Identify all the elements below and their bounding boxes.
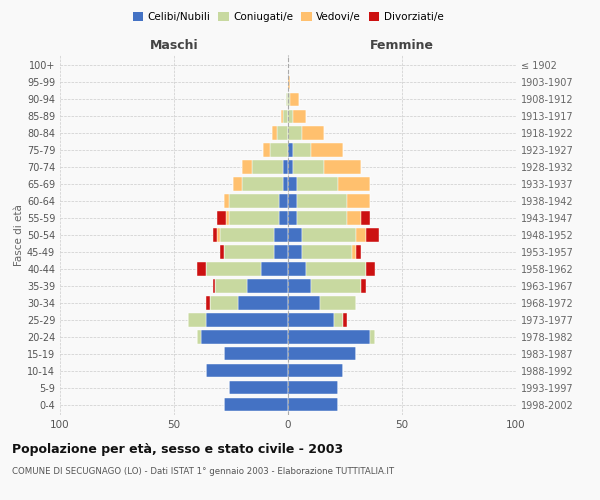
- Legend: Celibi/Nubili, Coniugati/e, Vedovi/e, Divorziati/e: Celibi/Nubili, Coniugati/e, Vedovi/e, Di…: [128, 8, 448, 26]
- Bar: [288, 178, 297, 190]
- Bar: [233, 178, 242, 190]
- Bar: [270, 144, 288, 156]
- Bar: [297, 212, 347, 224]
- Bar: [188, 314, 206, 326]
- Bar: [224, 347, 288, 360]
- Bar: [288, 92, 290, 106]
- Text: Femmine: Femmine: [370, 38, 434, 52]
- Bar: [197, 262, 206, 276]
- Bar: [279, 194, 288, 207]
- Bar: [202, 330, 288, 344]
- Bar: [224, 398, 288, 411]
- Bar: [338, 178, 370, 190]
- Bar: [288, 110, 293, 123]
- Bar: [288, 246, 302, 258]
- Text: Popolazione per età, sesso e stato civile - 2003: Popolazione per età, sesso e stato civil…: [12, 442, 343, 456]
- Bar: [325, 160, 361, 173]
- Bar: [288, 262, 306, 276]
- Bar: [297, 178, 338, 190]
- Bar: [229, 381, 288, 394]
- Bar: [229, 212, 279, 224]
- Bar: [356, 228, 365, 241]
- Bar: [297, 194, 347, 207]
- Bar: [311, 144, 343, 156]
- Bar: [274, 228, 288, 241]
- Bar: [365, 262, 374, 276]
- Bar: [352, 246, 356, 258]
- Bar: [311, 280, 361, 292]
- Bar: [302, 126, 325, 140]
- Bar: [220, 228, 274, 241]
- Bar: [272, 126, 277, 140]
- Bar: [288, 144, 293, 156]
- Bar: [343, 314, 347, 326]
- Bar: [263, 144, 270, 156]
- Bar: [288, 212, 297, 224]
- Bar: [217, 228, 220, 241]
- Bar: [288, 228, 302, 241]
- Bar: [361, 280, 365, 292]
- Bar: [211, 296, 238, 310]
- Bar: [347, 212, 361, 224]
- Text: Maschi: Maschi: [149, 38, 199, 52]
- Bar: [365, 228, 379, 241]
- Bar: [215, 280, 247, 292]
- Bar: [206, 262, 260, 276]
- Bar: [288, 381, 338, 394]
- Bar: [290, 92, 299, 106]
- Bar: [279, 212, 288, 224]
- Bar: [242, 160, 251, 173]
- Bar: [293, 110, 306, 123]
- Bar: [197, 330, 202, 344]
- Bar: [213, 280, 215, 292]
- Bar: [288, 194, 297, 207]
- Bar: [288, 76, 290, 89]
- Bar: [288, 364, 343, 378]
- Bar: [288, 126, 302, 140]
- Bar: [251, 160, 283, 173]
- Bar: [370, 330, 374, 344]
- Bar: [288, 347, 356, 360]
- Bar: [242, 178, 283, 190]
- Bar: [288, 280, 311, 292]
- Bar: [281, 110, 283, 123]
- Bar: [288, 314, 334, 326]
- Bar: [274, 246, 288, 258]
- Bar: [247, 280, 288, 292]
- Bar: [361, 212, 370, 224]
- Text: COMUNE DI SECUGNAGO (LO) - Dati ISTAT 1° gennaio 2003 - Elaborazione TUTTITALIA.: COMUNE DI SECUGNAGO (LO) - Dati ISTAT 1°…: [12, 468, 394, 476]
- Bar: [286, 92, 288, 106]
- Bar: [226, 212, 229, 224]
- Bar: [260, 262, 288, 276]
- Bar: [206, 296, 211, 310]
- Bar: [277, 126, 288, 140]
- Bar: [306, 262, 365, 276]
- Bar: [347, 194, 370, 207]
- Bar: [213, 228, 217, 241]
- Bar: [238, 296, 288, 310]
- Bar: [217, 212, 226, 224]
- Bar: [302, 228, 356, 241]
- Bar: [356, 246, 361, 258]
- Bar: [224, 246, 274, 258]
- Bar: [288, 398, 338, 411]
- Bar: [283, 160, 288, 173]
- Bar: [288, 330, 370, 344]
- Bar: [206, 314, 288, 326]
- Bar: [206, 364, 288, 378]
- Bar: [224, 194, 229, 207]
- Bar: [283, 110, 288, 123]
- Bar: [320, 296, 356, 310]
- Bar: [288, 296, 320, 310]
- Bar: [283, 178, 288, 190]
- Bar: [293, 144, 311, 156]
- Bar: [229, 194, 279, 207]
- Bar: [288, 160, 293, 173]
- Bar: [293, 160, 325, 173]
- Bar: [220, 246, 224, 258]
- Bar: [334, 314, 343, 326]
- Bar: [302, 246, 352, 258]
- Y-axis label: Fasce di età: Fasce di età: [14, 204, 24, 266]
